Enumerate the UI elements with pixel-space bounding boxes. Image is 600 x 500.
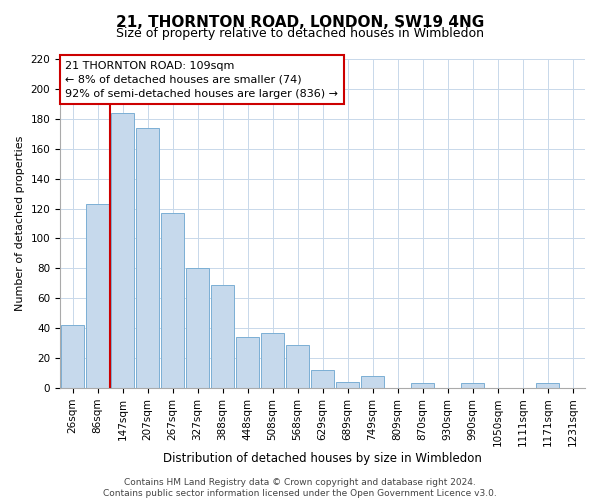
Bar xyxy=(261,332,284,388)
Bar xyxy=(86,204,109,388)
Bar xyxy=(311,370,334,388)
Bar xyxy=(61,325,84,388)
Text: Size of property relative to detached houses in Wimbledon: Size of property relative to detached ho… xyxy=(116,28,484,40)
Bar xyxy=(411,384,434,388)
X-axis label: Distribution of detached houses by size in Wimbledon: Distribution of detached houses by size … xyxy=(163,452,482,465)
Bar xyxy=(111,113,134,388)
Bar xyxy=(236,337,259,388)
Bar xyxy=(136,128,159,388)
Text: 21, THORNTON ROAD, LONDON, SW19 4NG: 21, THORNTON ROAD, LONDON, SW19 4NG xyxy=(116,15,484,30)
Bar xyxy=(336,382,359,388)
Bar xyxy=(361,376,384,388)
Bar xyxy=(161,213,184,388)
Bar xyxy=(286,344,309,388)
Y-axis label: Number of detached properties: Number of detached properties xyxy=(15,136,25,311)
Bar xyxy=(461,384,484,388)
Bar xyxy=(186,268,209,388)
Bar xyxy=(211,285,234,388)
Text: 21 THORNTON ROAD: 109sqm
← 8% of detached houses are smaller (74)
92% of semi-de: 21 THORNTON ROAD: 109sqm ← 8% of detache… xyxy=(65,60,338,98)
Text: Contains HM Land Registry data © Crown copyright and database right 2024.
Contai: Contains HM Land Registry data © Crown c… xyxy=(103,478,497,498)
Bar xyxy=(536,384,559,388)
